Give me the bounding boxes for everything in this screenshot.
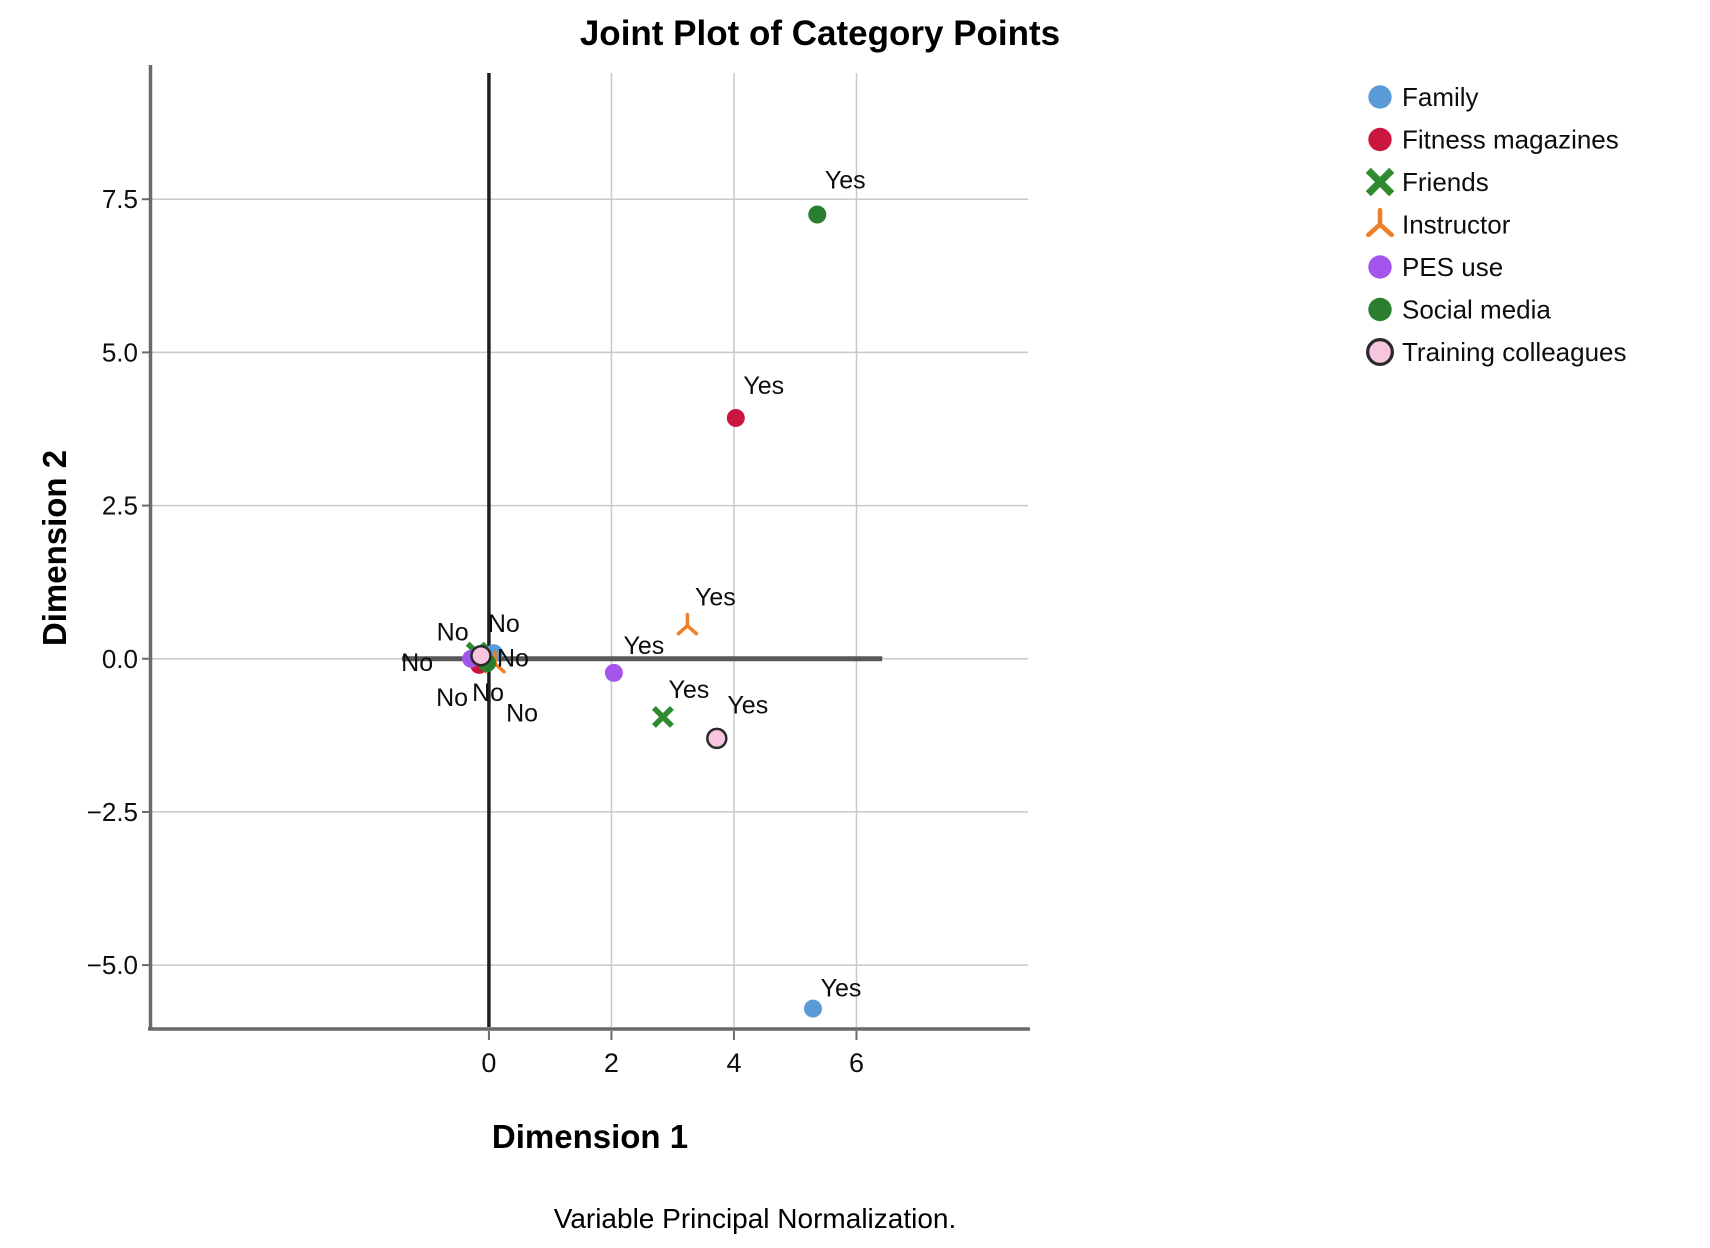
legend-pes-use-marker-icon: [1368, 255, 1392, 279]
legend-family-marker-icon: [1368, 85, 1392, 109]
legend-label-pes-use: PES use: [1402, 252, 1503, 282]
legend-label-friends: Friends: [1402, 167, 1489, 197]
point-training-colleagues-no: [470, 644, 492, 667]
legend-item-fitness-magazines: Fitness magazines: [1368, 125, 1619, 155]
y-tick-label--2-5: −2.5: [87, 797, 138, 827]
point-label-training-colleagues-yes: Yes: [727, 691, 768, 719]
legend-label-social-media: Social media: [1402, 295, 1551, 325]
x-tick-label-6: 6: [849, 1048, 864, 1078]
point-pes-use-yes: [604, 663, 623, 682]
legend-item-family: Family: [1368, 82, 1479, 112]
point-label-social-media-yes: Yes: [825, 167, 866, 195]
point-family-yes: [803, 999, 822, 1018]
legend-instructor-marker-icon: [1366, 207, 1394, 238]
x-axis-title: Dimension 1: [491, 1118, 689, 1155]
chart-title: Joint Plot of Category Points: [579, 14, 1061, 53]
legend-item-social-media: Social media: [1368, 295, 1551, 325]
legend-label-family: Family: [1402, 82, 1479, 112]
point-training-colleagues-yes: [706, 727, 728, 750]
legend-item-pes-use: PES use: [1368, 252, 1503, 282]
x-tick-label-4: 4: [726, 1048, 741, 1078]
x-tick-label-2: 2: [604, 1048, 619, 1078]
y-tick-label-7-5: 7.5: [102, 184, 138, 214]
point-label-instructor-yes: Yes: [695, 584, 736, 612]
legend-friends-marker-icon: [1365, 167, 1395, 197]
point-label-instructor-no: No: [506, 700, 538, 728]
chart-footnote: Variable Principal Normalization.: [553, 1203, 957, 1234]
legend-item-instructor: Instructor: [1366, 207, 1511, 240]
legend-item-training-colleagues: Training colleagues: [1366, 337, 1627, 367]
point-label-family-yes: Yes: [821, 975, 862, 1003]
point-label-pes-use-no: No: [401, 649, 433, 677]
point-label-friends-no: No: [437, 619, 469, 647]
point-label-fitness-magazines-yes: Yes: [743, 372, 784, 400]
legend-label-training-colleagues: Training colleagues: [1402, 337, 1627, 367]
point-instructor-yes: [676, 612, 699, 636]
point-friends-yes: [651, 706, 674, 728]
point-label-training-colleagues-no: No: [497, 645, 529, 673]
legend-training-colleagues-marker-icon: [1366, 338, 1394, 366]
point-fitness-magazines-yes: [726, 408, 745, 427]
x-tick-label-0: 0: [481, 1048, 496, 1078]
point-label-fitness-magazines-no: No: [436, 684, 468, 712]
legend: Family Fitness magazines Friends Instructor…: [1365, 82, 1627, 367]
y-tick-label-5-0: 5.0: [102, 337, 138, 367]
legend-item-friends: Friends: [1365, 167, 1489, 197]
point-label-friends-yes: Yes: [668, 676, 709, 704]
legend-label-instructor: Instructor: [1402, 210, 1511, 240]
point-social-media-yes: [808, 205, 827, 224]
legend-fitness-magazines-marker-icon: [1368, 127, 1392, 152]
y-tick-label--5-0: −5.0: [87, 950, 138, 980]
point-label-pes-use-yes: Yes: [623, 632, 664, 660]
y-tick-label-0-0: 0.0: [102, 644, 138, 674]
point-label-social-media-no: No: [472, 679, 504, 707]
y-tick-label-2-5: 2.5: [102, 491, 138, 521]
legend-social-media-marker-icon: [1368, 297, 1392, 322]
legend-label-fitness-magazines: Fitness magazines: [1402, 125, 1619, 155]
point-label-family-no: No: [488, 610, 520, 638]
